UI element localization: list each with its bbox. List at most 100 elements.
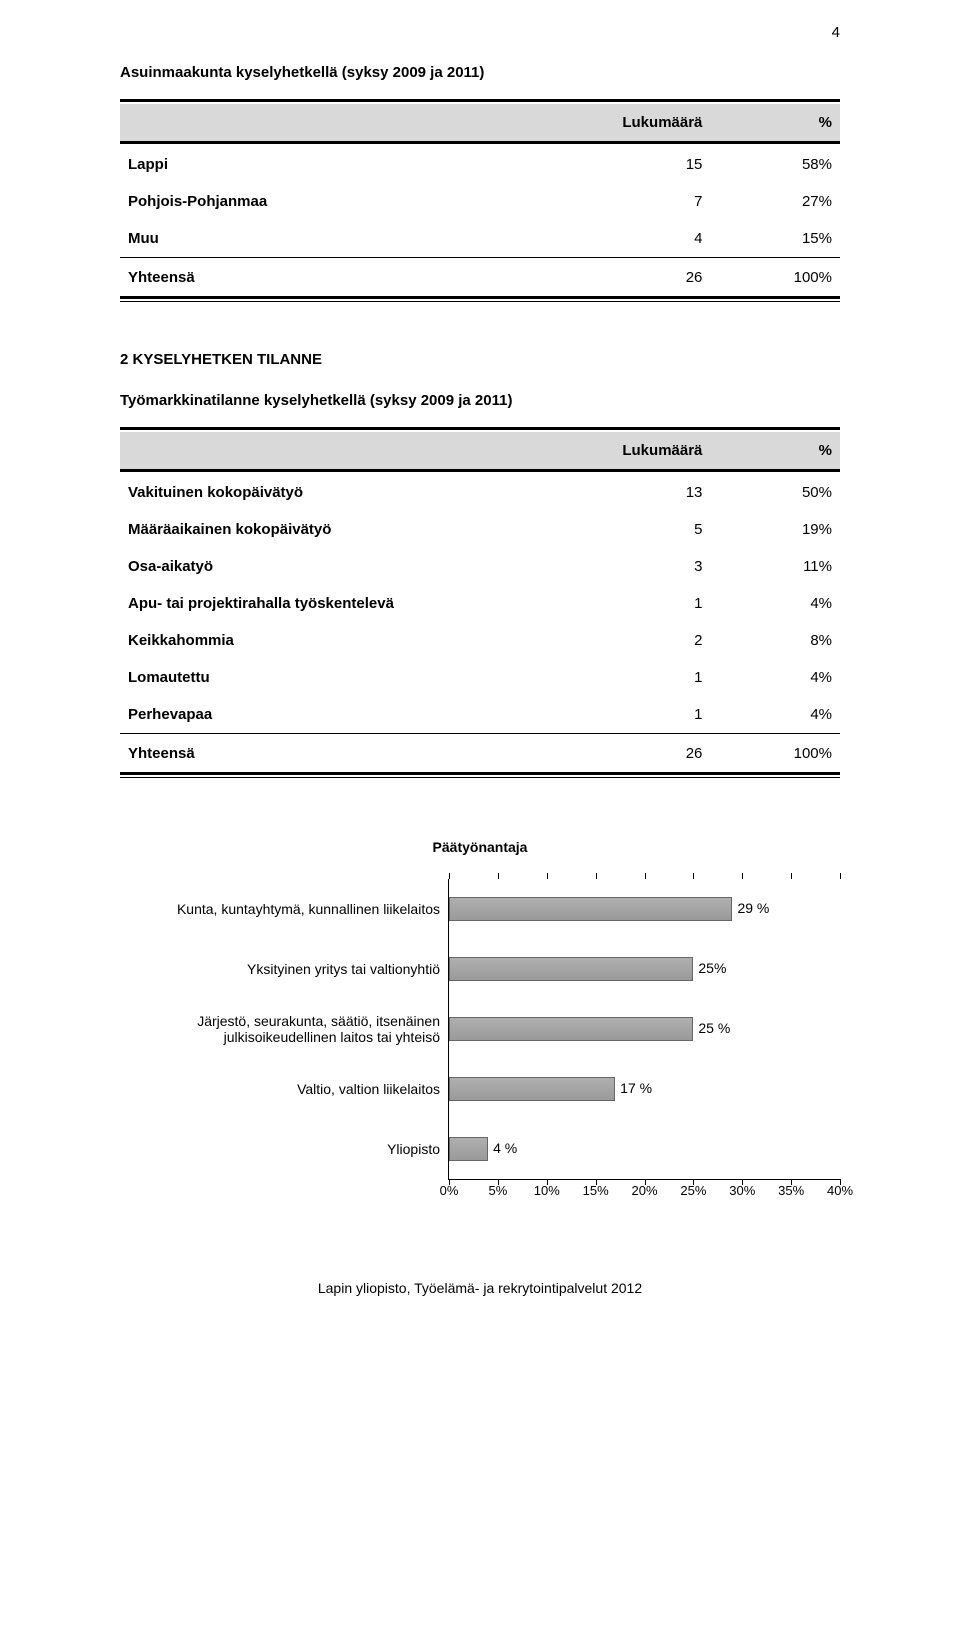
table2-col-pct: %: [710, 432, 840, 471]
chart-bar: 29 %: [449, 897, 732, 921]
chart-x-tickmark: [596, 1179, 597, 1185]
chart-x-tickmark: [742, 1179, 743, 1185]
row-pct: 50%: [710, 474, 840, 511]
row-label: Muu: [120, 220, 581, 258]
row-label: Pohjois-Pohjanmaa: [120, 183, 581, 220]
table2-title: Työmarkkinatilanne kyselyhetkellä (syksy…: [120, 392, 840, 409]
chart-x-tick: 35%: [778, 1183, 804, 1198]
chart-bar-label: Järjestö, seurakunta, säätiö, itsenäinen…: [120, 999, 440, 1059]
chart-x-tick: 25%: [680, 1183, 706, 1198]
row-label: Lappi: [120, 146, 581, 183]
row-n: 15: [581, 146, 711, 183]
row-label: Määräaikainen kokopäivätyö: [120, 511, 581, 548]
row-n: 1: [581, 585, 711, 622]
row-pct: 19%: [710, 511, 840, 548]
table1-title: Asuinmaakunta kyselyhetkellä (syksy 2009…: [120, 64, 840, 81]
row-n: 5: [581, 511, 711, 548]
table1-total-pct: 100%: [710, 259, 840, 298]
chart-x-tickmark: [498, 1179, 499, 1185]
table1-col-empty: [120, 104, 581, 143]
chart-x-tickmark: [693, 873, 694, 879]
row-n: 2: [581, 622, 711, 659]
row-pct: 27%: [710, 183, 840, 220]
table2-total-n: 26: [581, 735, 711, 774]
chart-x-tick: 5%: [488, 1183, 507, 1198]
chart-bar-value: 25%: [698, 960, 726, 976]
row-label: Keikkahommia: [120, 622, 581, 659]
chart-x-tickmark: [645, 873, 646, 879]
table2-col-empty: [120, 432, 581, 471]
chart-bar-value: 4 %: [493, 1140, 517, 1156]
chart-x-tickmark: [645, 1179, 646, 1185]
row-label: Lomautettu: [120, 659, 581, 696]
chart-bar-label: Kunta, kuntayhtymä, kunnallinen liikelai…: [120, 879, 440, 939]
table2-total-label: Yhteensä: [120, 735, 581, 774]
chart-bar-label: Valtio, valtion liikelaitos: [120, 1060, 440, 1120]
chart-x-tick: 30%: [729, 1183, 755, 1198]
chart-x-tickmark: [498, 873, 499, 879]
chart-bar: 4 %: [449, 1137, 488, 1161]
table-row: Keikkahommia28%: [120, 622, 840, 659]
table-row: Apu- tai projektirahalla työskentelevä14…: [120, 585, 840, 622]
table2: Lukumäärä % Vakituinen kokopäivätyö1350%…: [120, 427, 840, 779]
chart-y-labels: Kunta, kuntayhtymä, kunnallinen liikelai…: [120, 879, 448, 1180]
page-number: 4: [832, 24, 840, 41]
table-row: Lomautettu14%: [120, 659, 840, 696]
chart-x-tick: 20%: [631, 1183, 657, 1198]
chart-x-axis: 0%5%10%15%20%25%30%35%40%: [449, 1183, 840, 1203]
chart-x-tickmark: [742, 873, 743, 879]
chart-x-tickmark: [693, 1179, 694, 1185]
chart-x-tickmark: [840, 1179, 841, 1185]
chart-x-tick: 10%: [534, 1183, 560, 1198]
chart-bar-value: 25 %: [698, 1020, 730, 1036]
chart-x-tick: 40%: [827, 1183, 853, 1198]
chart-x-tickmark: [791, 1179, 792, 1185]
chart-x-tick: 15%: [583, 1183, 609, 1198]
section2-heading: 2 KYSELYHETKEN TILANNE: [120, 351, 840, 368]
table1: Lukumäärä % Lappi1558%Pohjois-Pohjanmaa7…: [120, 99, 840, 303]
chart-bar-value: 17 %: [620, 1080, 652, 1096]
employer-chart: Päätyönantaja Kunta, kuntayhtymä, kunnal…: [120, 839, 840, 1180]
row-pct: 15%: [710, 220, 840, 258]
chart-bar-value: 29 %: [737, 900, 769, 916]
table-row: Määräaikainen kokopäivätyö519%: [120, 511, 840, 548]
chart-bar: 25 %: [449, 1017, 693, 1041]
row-n: 13: [581, 474, 711, 511]
table-row: Vakituinen kokopäivätyö1350%: [120, 474, 840, 511]
chart-bar-label: Yliopisto: [120, 1120, 440, 1180]
table1-col-pct: %: [710, 104, 840, 143]
row-n: 1: [581, 659, 711, 696]
table-row: Osa-aikatyö311%: [120, 548, 840, 585]
chart-x-tick: 0%: [440, 1183, 459, 1198]
table1-total-label: Yhteensä: [120, 259, 581, 298]
row-pct: 4%: [710, 659, 840, 696]
chart-x-tickmark: [449, 873, 450, 879]
row-label: Osa-aikatyö: [120, 548, 581, 585]
table1-col-n: Lukumäärä: [581, 104, 711, 143]
row-pct: 58%: [710, 146, 840, 183]
chart-x-tickmark: [547, 873, 548, 879]
chart-x-tickmark: [791, 873, 792, 879]
chart-x-tickmark: [596, 873, 597, 879]
table2-col-n: Lukumäärä: [581, 432, 711, 471]
row-pct: 11%: [710, 548, 840, 585]
row-n: 3: [581, 548, 711, 585]
row-pct: 8%: [710, 622, 840, 659]
row-n: 1: [581, 696, 711, 734]
chart-bar: 17 %: [449, 1077, 615, 1101]
table-row: Lappi1558%: [120, 146, 840, 183]
row-n: 7: [581, 183, 711, 220]
table1-total-n: 26: [581, 259, 711, 298]
row-n: 4: [581, 220, 711, 258]
chart-x-tickmark: [547, 1179, 548, 1185]
chart-x-tickmark: [449, 1179, 450, 1185]
row-pct: 4%: [710, 696, 840, 734]
chart-x-tickmark: [840, 873, 841, 879]
chart-plot-area: 0%5%10%15%20%25%30%35%40% 29 %25%25 %17 …: [448, 879, 840, 1180]
chart-bar-label: Yksityinen yritys tai valtionyhtiö: [120, 939, 440, 999]
chart-title: Päätyönantaja: [120, 839, 840, 855]
table2-total-pct: 100%: [710, 735, 840, 774]
table-row: Perhevapaa14%: [120, 696, 840, 734]
row-label: Vakituinen kokopäivätyö: [120, 474, 581, 511]
table-row: Pohjois-Pohjanmaa727%: [120, 183, 840, 220]
